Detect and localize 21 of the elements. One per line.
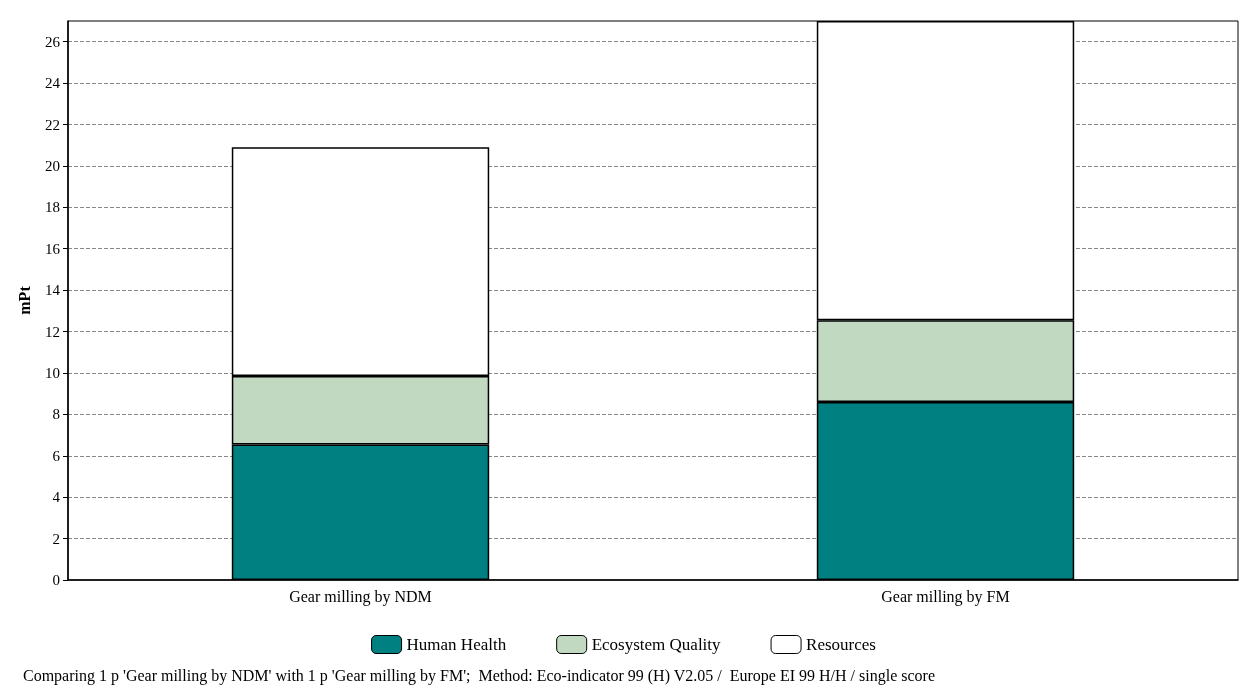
x-tick-label: Gear milling by NDM [289,587,432,606]
legend-label: Ecosystem Quality [591,635,722,654]
y-tick-label: 12 [45,323,60,340]
y-tick-label: 8 [52,406,60,423]
y-axis-title: mPt [15,285,33,315]
y-tick-label: 10 [45,364,60,381]
y-tick-label: 24 [45,75,61,92]
y-tick-label: 14 [45,282,61,299]
legend-label: Human Health [406,635,507,654]
y-tick-label: 18 [45,199,60,216]
y-tick-label: 20 [45,157,60,174]
y-tick-label: 6 [52,447,61,464]
y-tick-label: 16 [45,240,61,257]
y-tick-label: 26 [45,33,61,50]
y-tick-label: 22 [45,116,60,133]
y-tick-label: 4 [52,489,61,506]
text: Comparing 1 p 'Gear milling by NDM' with 1 p 'Gear milling by FM'; Method: Eco-indicator 99 (H) V2.05 / Europe EI 99 H/H / single score [23,666,935,685]
y-tick-label: 2 [52,530,60,547]
legend-label: Resources [806,635,876,654]
x-tick-label: Gear milling by FM [881,587,1010,606]
y-tick-label: 0 [52,572,60,588]
